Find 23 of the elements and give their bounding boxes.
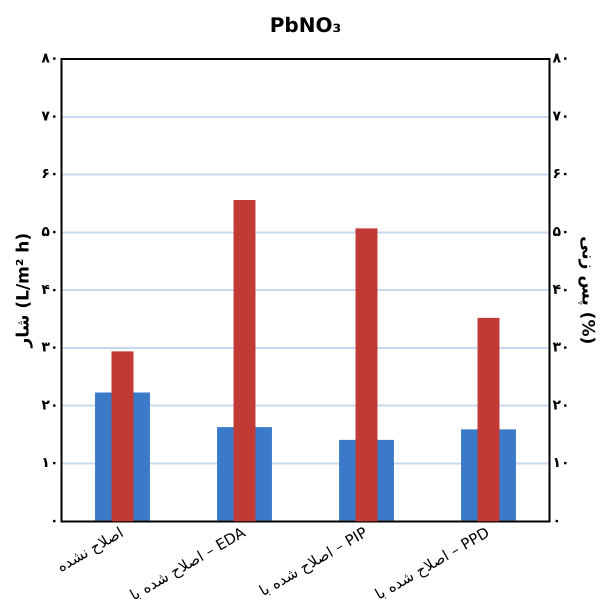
y-tick-label: ۸۰ <box>41 50 58 67</box>
y2-tick-label: ۷۰ <box>552 108 570 124</box>
y2-axis-title: پس زنی (%) <box>577 236 598 344</box>
y2-tick-label: ۵۰ <box>552 224 570 240</box>
y2-tick-label: ۲۰ <box>552 397 570 414</box>
x-tick-label: اصلاح شده با – EDA <box>126 522 250 604</box>
x-tick-label: اصلاح شده با – PIP <box>256 523 370 600</box>
y-tick-label: ۷۰ <box>41 108 58 124</box>
y-tick-label: ۴۰ <box>41 282 58 298</box>
y2-tick-label: ۰ <box>552 512 562 529</box>
y-tick-label: ۱۰ <box>41 455 58 472</box>
y2-tick-label: ۳۰ <box>552 340 570 356</box>
y-tick-label: ۶۰ <box>41 166 58 182</box>
y2-tick-label: ۸۰ <box>552 50 570 67</box>
y-tick-label: ۵۰ <box>41 224 58 240</box>
y2-tick-label: ۴۰ <box>552 282 570 298</box>
y-tick-label: ۲۰ <box>41 397 58 414</box>
y2-tick-label: ۱۰ <box>552 455 570 472</box>
y-axis-title: شار (L/m² h) <box>14 232 34 348</box>
y2-tick-label: ۶۰ <box>552 166 570 182</box>
y-tick-label: ۳۰ <box>41 340 58 356</box>
x-tick-label: اصلاح شده با – PPD <box>372 523 492 604</box>
chart-title: PbNO₃ <box>270 13 342 38</box>
